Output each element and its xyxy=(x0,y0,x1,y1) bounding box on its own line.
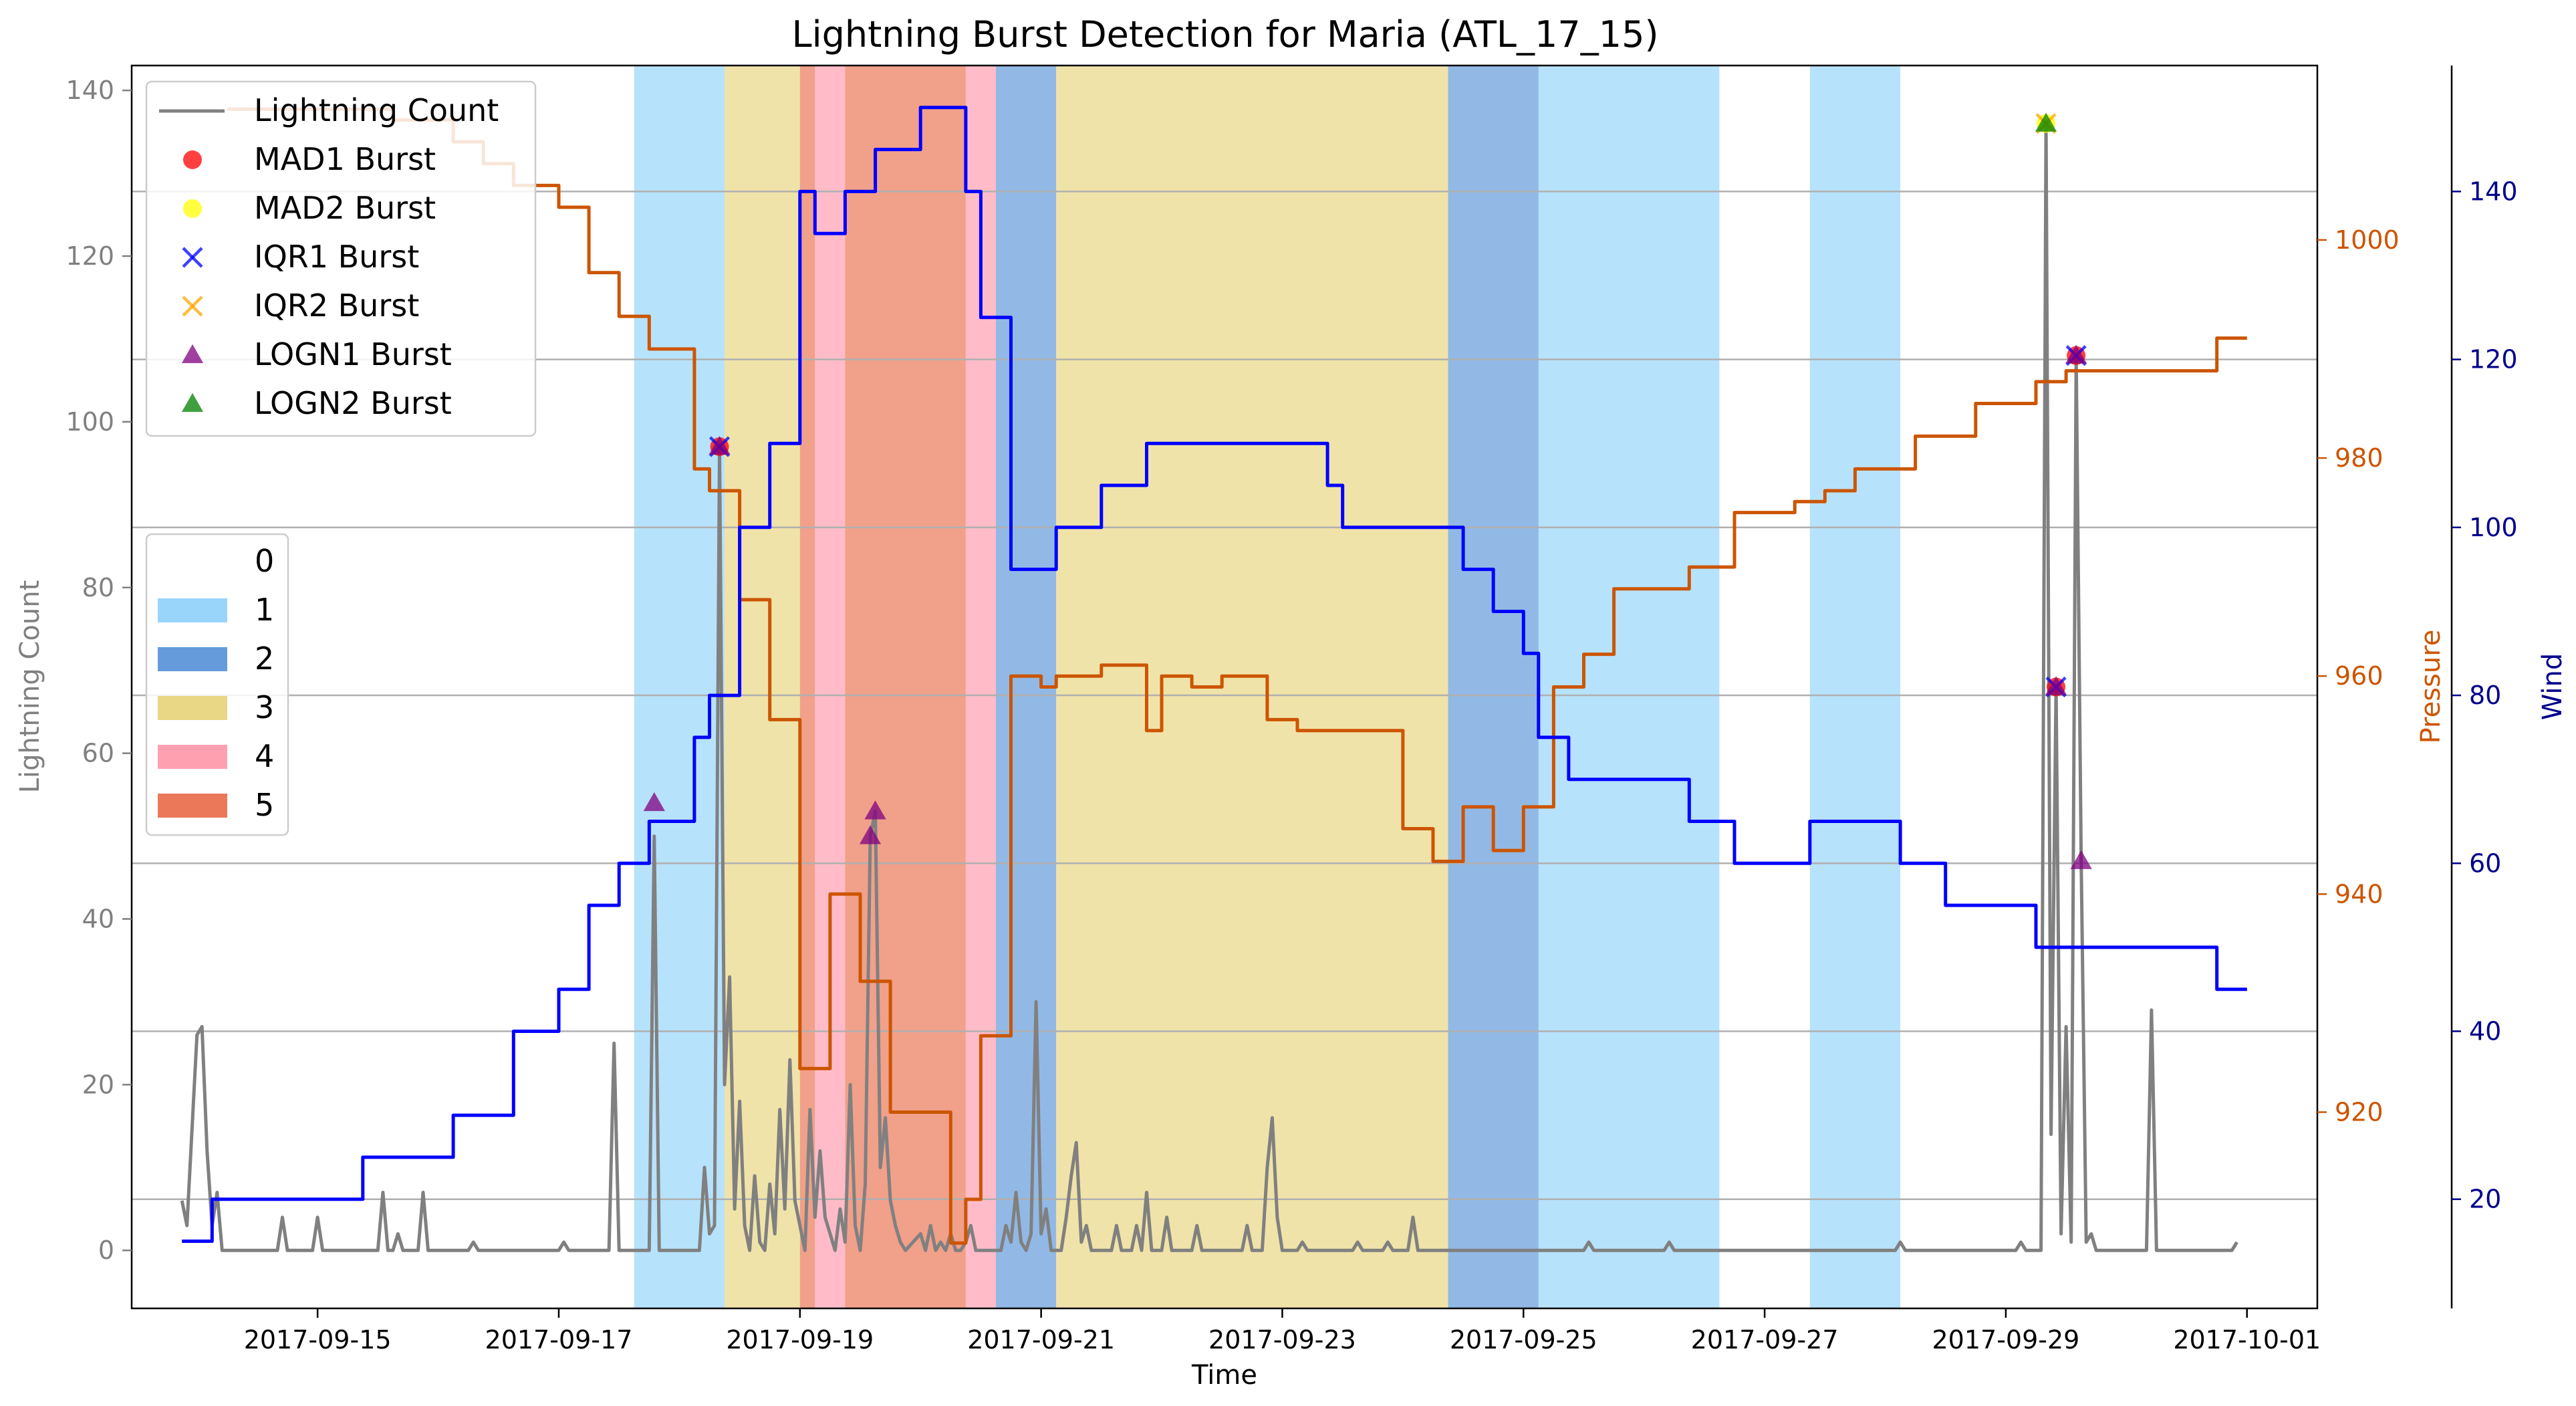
x-tick-label: 2017-09-23 xyxy=(1208,1325,1356,1355)
series-legend: Lightning Count MAD1 Burst MAD2 Burst IQR1 … xyxy=(145,80,537,437)
legends: Lightning Count MAD1 Burst MAD2 Burst IQR1 … xyxy=(145,80,537,836)
series-legend-label: MAD1 Burst xyxy=(254,141,436,177)
series-legend-label: MAD2 Burst xyxy=(254,190,436,226)
series-line-pressure xyxy=(227,107,2247,1245)
x-tick-label: 2017-09-21 xyxy=(967,1325,1115,1355)
x-tick-label: 2017-09-15 xyxy=(244,1325,392,1355)
series-line-wind xyxy=(182,106,2247,1243)
pressure-tick-label: 960 xyxy=(2335,661,2384,691)
lightning-tick-label: 60 xyxy=(82,739,114,768)
category-legend-swatch xyxy=(158,598,227,622)
series-line-lightning-count xyxy=(180,122,2238,1252)
category-legend-swatch xyxy=(158,647,227,671)
lightning-tick-label: 40 xyxy=(82,905,114,934)
category-band-2 xyxy=(1448,66,1539,1308)
legend-x-swatch xyxy=(182,296,203,317)
burst-marker-logn1-burst xyxy=(643,792,665,812)
category-legend-swatch xyxy=(158,696,227,720)
x-tick-label: 2017-10-01 xyxy=(2173,1325,2321,1355)
x-tick-label: 2017-09-25 xyxy=(1450,1325,1597,1355)
category-legend-label: 5 xyxy=(255,787,274,823)
series-legend-box xyxy=(145,80,537,437)
plot-frame xyxy=(130,64,2319,1310)
burst-marker-logn2-burst xyxy=(2035,112,2057,132)
category-legend-label: 4 xyxy=(255,738,274,774)
burst-marker-logn1-burst xyxy=(2065,344,2087,364)
legend-x-swatch xyxy=(182,247,203,268)
category-legend-label: 1 xyxy=(255,592,274,628)
series-legend-label: Lightning Count xyxy=(254,92,499,128)
chart-title: Lightning Burst Detection for Maria (ATL… xyxy=(791,13,1658,55)
category-legend-label: 0 xyxy=(255,543,274,579)
pressure-tick-label: 920 xyxy=(2335,1097,2384,1127)
wind-tick-label: 120 xyxy=(2469,345,2518,374)
series-legend-label: LOGN1 Burst xyxy=(254,336,452,372)
category-legend-label: 3 xyxy=(255,689,274,725)
burst-marker-logn1-burst xyxy=(709,435,731,455)
category-legend-swatch xyxy=(158,550,227,574)
series-legend-label: LOGN2 Burst xyxy=(254,385,452,421)
category-legend: 0 1 2 3 4 5 xyxy=(145,533,289,836)
lightning-tick-label: 0 xyxy=(98,1236,114,1265)
wind-tick-label: 100 xyxy=(2469,513,2518,542)
series-legend-label: IQR1 Burst xyxy=(254,239,419,275)
wind-tick-label: 20 xyxy=(2469,1185,2501,1214)
category-band-5 xyxy=(799,66,815,1308)
category-band-1 xyxy=(1809,66,1901,1308)
category-legend-swatch xyxy=(158,794,227,818)
axes: 2017-09-15 2017-09-17 2017-09-19 2017-09-21… xyxy=(66,76,2517,1355)
x-axis-label: Time xyxy=(1191,1360,1257,1391)
legend-triangle-swatch xyxy=(181,392,204,413)
category-band-1 xyxy=(634,66,725,1308)
category-band-5 xyxy=(845,66,966,1308)
category-legend-label: 2 xyxy=(255,640,274,677)
pressure-wind-layer xyxy=(182,106,2247,1245)
x-tick-label: 2017-09-29 xyxy=(1932,1325,2080,1355)
burst-marker-logn1-burst xyxy=(2070,850,2092,869)
lightning-layer xyxy=(180,122,2238,1252)
pressure-tick-label: 980 xyxy=(2335,443,2384,473)
x-tick-label: 2017-09-19 xyxy=(726,1325,874,1355)
lightning-tick-label: 80 xyxy=(82,573,114,602)
legend-circle-swatch xyxy=(183,150,202,169)
category-bands xyxy=(634,66,1901,1308)
pressure-tick-label: 1000 xyxy=(2335,225,2400,255)
category-band-4 xyxy=(815,66,846,1308)
x-tick-label: 2017-09-17 xyxy=(485,1325,633,1355)
wind-tick-label: 140 xyxy=(2469,177,2518,206)
wind-tick-label: 80 xyxy=(2469,681,2501,710)
category-band-3 xyxy=(1056,66,1448,1308)
lightning-tick-label: 120 xyxy=(66,241,114,271)
pressure-tick-label: 940 xyxy=(2335,879,2384,909)
wind-axis-label: Wind xyxy=(2537,653,2568,721)
burst-marker-logn1-burst xyxy=(2045,676,2067,695)
series-legend-label: IQR2 Burst xyxy=(254,287,419,324)
pressure-axis-label: Pressure xyxy=(2416,630,2446,744)
burst-marker-logn1-burst xyxy=(864,800,886,820)
x-tick-label: 2017-09-27 xyxy=(1691,1325,1839,1355)
lightning-tick-label: 140 xyxy=(66,76,114,105)
burst-marker-logn1-burst xyxy=(859,825,882,844)
lightning-tick-label: 100 xyxy=(66,407,114,437)
x-stroke xyxy=(182,296,203,317)
wind-tick-label: 40 xyxy=(2469,1016,2501,1046)
x-stroke xyxy=(182,247,203,268)
lightning-axis-label: Lightning Count xyxy=(15,580,45,794)
wind-tick-label: 60 xyxy=(2469,848,2501,878)
burst-markers xyxy=(643,112,2092,869)
lightning-tick-label: 20 xyxy=(82,1070,114,1099)
legend-triangle-swatch xyxy=(181,344,204,364)
legend-circle-swatch xyxy=(183,199,202,218)
category-legend-swatch xyxy=(158,745,227,769)
